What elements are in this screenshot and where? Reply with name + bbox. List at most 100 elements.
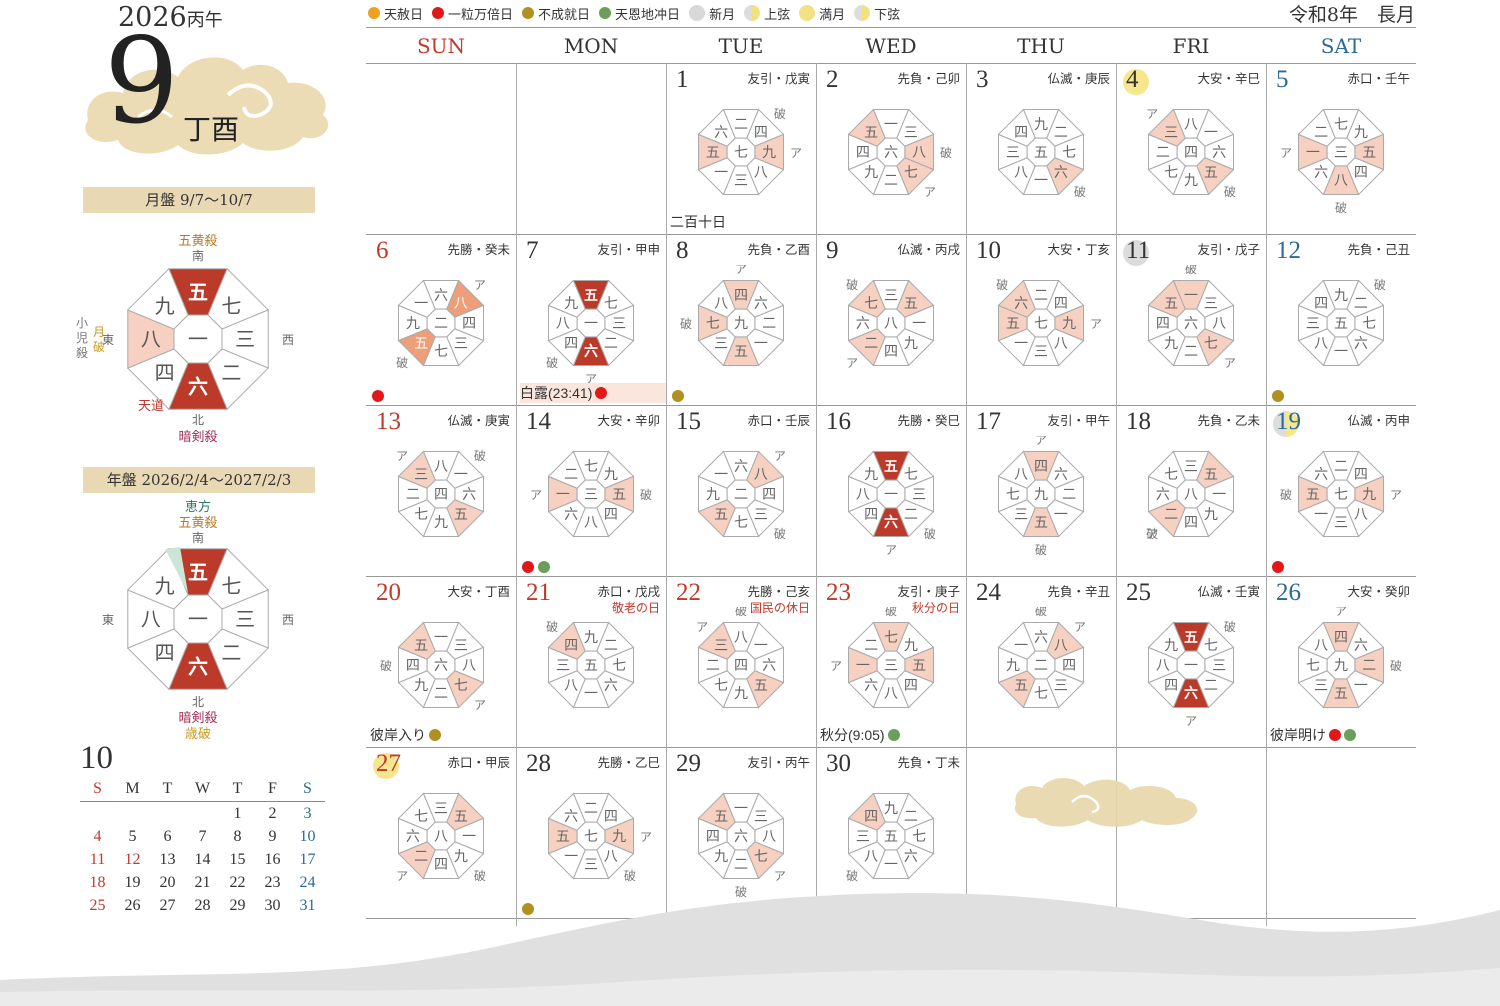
mini-date: 29 [229, 896, 246, 914]
day-cell[interactable]: 23 友引・庚子 秋分の日七九五四八六一二三 ア 破秋分(9:05) [816, 577, 966, 747]
rokuyo-kanshi: 先負・己卯 [897, 72, 960, 86]
grid-line [966, 63, 967, 926]
board-number: 四 [1354, 165, 1368, 181]
board-center-number: 九 [1334, 658, 1348, 674]
day-cell[interactable]: 15 赤口・壬辰六八四三七五九一二 ア破 [666, 406, 816, 576]
year-number: 2026 [118, 2, 187, 33]
day-cell[interactable]: 20 大安・丁酉一三八七二九四五六ア 破彼岸入り [366, 577, 516, 747]
rokuyo-kanshi: 仏滅・壬寅 [1197, 585, 1260, 599]
rokuyo-kanshi: 友引・戊子 [1197, 243, 1260, 257]
a-marker: ア [474, 698, 486, 712]
year-board-title: 年盤 2026/2/4〜2027/2/3 [83, 467, 315, 493]
day-cell[interactable]: 9 仏滅・丙戌三五一九四二六七八ア 破 [816, 235, 966, 405]
day-cell[interactable]: 29 友引・丙午一三八七二九四五六ア破 [666, 748, 816, 918]
day-cell[interactable]: 6 先勝・癸未六八四三七五九一二 ア破 [366, 235, 516, 405]
ha-marker: 破 [1035, 542, 1047, 556]
board-number: 二 [1062, 487, 1076, 503]
month-board-title: 月盤 9/7〜10/7 [83, 187, 315, 213]
day-cell[interactable]: 16 先勝・癸巳五七三二六四八九一ア 破 [816, 406, 966, 576]
day-cell[interactable]: 4 大安・辛巳八一六五九七二三四 ア破 [1116, 64, 1266, 234]
day-cell[interactable]: 19 仏滅・丙申二四九八三一五六七 ア 破 [1266, 406, 1416, 576]
a-marker: ア [696, 620, 708, 634]
month-number: 9 [104, 12, 180, 150]
day-cell[interactable]: 24 先負・辛丑六八四三七五九一二 ア 破 [966, 577, 1116, 747]
day-cell[interactable]: 12 先負・己丑九二七六一八三四五 破 [1266, 235, 1416, 405]
mini-weekday: T [220, 777, 255, 802]
a-marker: ア [774, 449, 786, 463]
day-number: 26 [1276, 579, 1301, 606]
day-cell[interactable]: 13 仏滅・庚寅八一六五九七二三四 ア 破 [366, 406, 516, 576]
board-center [876, 308, 906, 338]
board-number: 四 [155, 361, 175, 385]
a-marker: ア [1090, 317, 1102, 331]
day-cell[interactable]: 30 先負・丁未九二七六一八三四五破 [816, 748, 966, 918]
board-number: 三 [612, 316, 626, 332]
board-number: 八 [1014, 165, 1028, 181]
board-number: 五 [556, 829, 570, 845]
day-cell[interactable]: 22 先勝・己亥 国民の休日八一六五九七二三四 ア 破 [666, 577, 816, 747]
day-number: 22 [676, 579, 701, 606]
board-number: 二 [904, 507, 918, 523]
board-center-number: 一 [1184, 658, 1198, 674]
board-center-number: 五 [884, 829, 898, 845]
day-cell[interactable]: 25 仏滅・壬寅五七三二六四八九一ア 破 [1116, 577, 1266, 747]
day-cell[interactable]: 8 先負・乙酉四六二一五三七八九 ア破 [666, 235, 816, 405]
board-number: 六 [604, 678, 618, 694]
day-cell[interactable]: 10 大安・丁亥二四九八三一五六七 ア 破 [966, 235, 1116, 405]
board-number: 五 [1184, 630, 1198, 646]
year-kanshi: 丙午 [186, 10, 223, 31]
board-number: 五 [714, 507, 728, 523]
board-number: 八 [556, 316, 570, 332]
board-number: 六 [564, 809, 578, 825]
board-number: 五 [912, 658, 926, 674]
board-number: 一 [912, 316, 926, 332]
board-number: 九 [1354, 125, 1368, 141]
day-note: 秋分(9:05) [820, 725, 900, 745]
north-label: 北 [192, 695, 204, 709]
shounisatsu-label: 児 [76, 331, 88, 345]
board-number: 六 [1184, 685, 1198, 702]
day-number: 7 [526, 237, 539, 264]
day-cell[interactable]: 5 赤口・壬午七九五四八六一二三 ア破 [1266, 64, 1416, 234]
day-cell[interactable]: 3 仏滅・庚辰九二七六一八三四五破 [966, 64, 1116, 234]
day-cell[interactable]: 17 友引・甲午四六二一五三七八九 ア破 [966, 406, 1116, 576]
board-number: 三 [1006, 145, 1020, 161]
day-note-text: 彼岸入り [370, 727, 426, 743]
mini-date: 16 [264, 850, 281, 868]
moon-phase-icon [1123, 69, 1149, 95]
day-cell[interactable]: 27 赤口・甲辰三五一九四二六七八ア 破 [366, 748, 516, 918]
ehou-wedge [165, 547, 188, 593]
grid-line [366, 405, 1416, 406]
board-number: 八 [1014, 467, 1028, 483]
board-number: 六 [762, 658, 776, 674]
ha-marker: 破 [546, 619, 558, 634]
dot-icon [368, 7, 380, 19]
moon-icon [799, 5, 816, 21]
day-cell[interactable]: 2 先負・己卯一三八七二九四五六ア 破 [816, 64, 966, 234]
day-cell[interactable]: 18 先負・乙未三五一九四二六七八ア破 [1116, 406, 1266, 576]
day-cell[interactable]: 14 大安・辛卯七九五四八六一二三 ア 破 [516, 406, 666, 576]
rokuyo-kanshi: 先勝・己亥 [747, 585, 810, 599]
day-cell[interactable]: 28 先勝・乙巳二四九八三一五六七 ア破 [516, 748, 666, 918]
day-cell[interactable]: 1 友引・戊寅二四九八三一五六七 ア 破二百十日 [666, 64, 816, 234]
rokuyo-kanshi: 赤口・甲辰 [447, 756, 510, 770]
board-number: 三 [714, 336, 728, 352]
fujo-dot-icon [522, 903, 534, 915]
board-center [1026, 308, 1056, 338]
day-cell[interactable]: 7 友引・甲申五七三二六四八九一ア 破白露(23:41) [516, 235, 666, 405]
board-center [576, 821, 606, 851]
board-number: 二 [221, 641, 241, 665]
day-cell[interactable]: 21 赤口・戊戌 敬老の日九二七六一八三四五 破 [516, 577, 666, 747]
day-cell[interactable]: 11 友引・戊子一三八七二九四五六ア 破 [1116, 235, 1266, 405]
mini-weekday: F [255, 777, 290, 802]
board-number: 七 [1164, 467, 1178, 483]
board-number: 八 [141, 607, 161, 631]
day-cell[interactable]: 26 大安・癸卯四六二一五三七八九 ア破彼岸明け [1266, 577, 1416, 747]
grid-line [1116, 63, 1117, 926]
board-number: 四 [754, 125, 768, 141]
day-note-text: 二百十日 [670, 214, 726, 230]
